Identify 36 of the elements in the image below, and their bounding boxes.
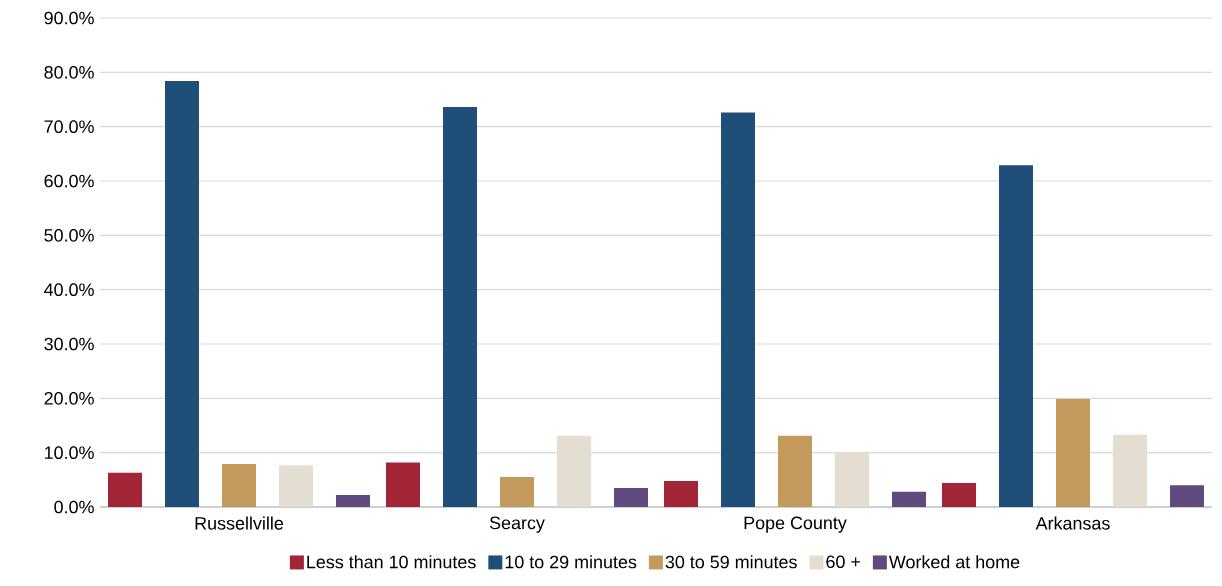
bar	[721, 112, 755, 507]
bar	[614, 487, 648, 507]
y-tick-label: 0.0%	[54, 500, 94, 514]
y-tick-label: 20.0%	[44, 391, 94, 405]
bar	[336, 495, 370, 507]
y-tick-label: 30.0%	[44, 337, 94, 351]
bar	[500, 477, 534, 507]
y-tick-label: 10.0%	[44, 446, 94, 460]
bar	[892, 491, 926, 507]
legend-label: 60 +	[826, 555, 860, 569]
bar	[165, 81, 199, 507]
legend-label: Less than 10 minutes	[307, 555, 476, 569]
bar	[1170, 485, 1204, 507]
x-tick-label: Pope County	[744, 516, 847, 533]
y-tick-label: 90.0%	[44, 11, 94, 25]
y-tick-label: 50.0%	[44, 228, 94, 242]
x-tick-label: Searcy	[489, 516, 545, 533]
x-tick-label: Russellville	[195, 516, 284, 530]
y-tick-label: 60.0%	[44, 174, 94, 188]
y-tick-label: 40.0%	[44, 283, 94, 297]
bar	[664, 480, 698, 507]
bar	[942, 483, 976, 507]
bar	[1056, 398, 1090, 507]
legend-label: 10 to 29 minutes	[505, 555, 637, 569]
x-tick-label: Arkansas	[1035, 516, 1110, 530]
bar	[222, 464, 256, 507]
bar	[108, 472, 142, 507]
legend-label: 30 to 59 minutes	[665, 555, 797, 569]
legend-label: Worked at home	[888, 555, 1020, 569]
bar	[279, 465, 313, 507]
bar	[386, 462, 420, 507]
bar	[778, 435, 812, 507]
y-tick-label: 80.0%	[44, 65, 94, 79]
bar	[443, 107, 477, 507]
y-tick-label: 70.0%	[44, 120, 94, 134]
bar	[999, 165, 1033, 507]
